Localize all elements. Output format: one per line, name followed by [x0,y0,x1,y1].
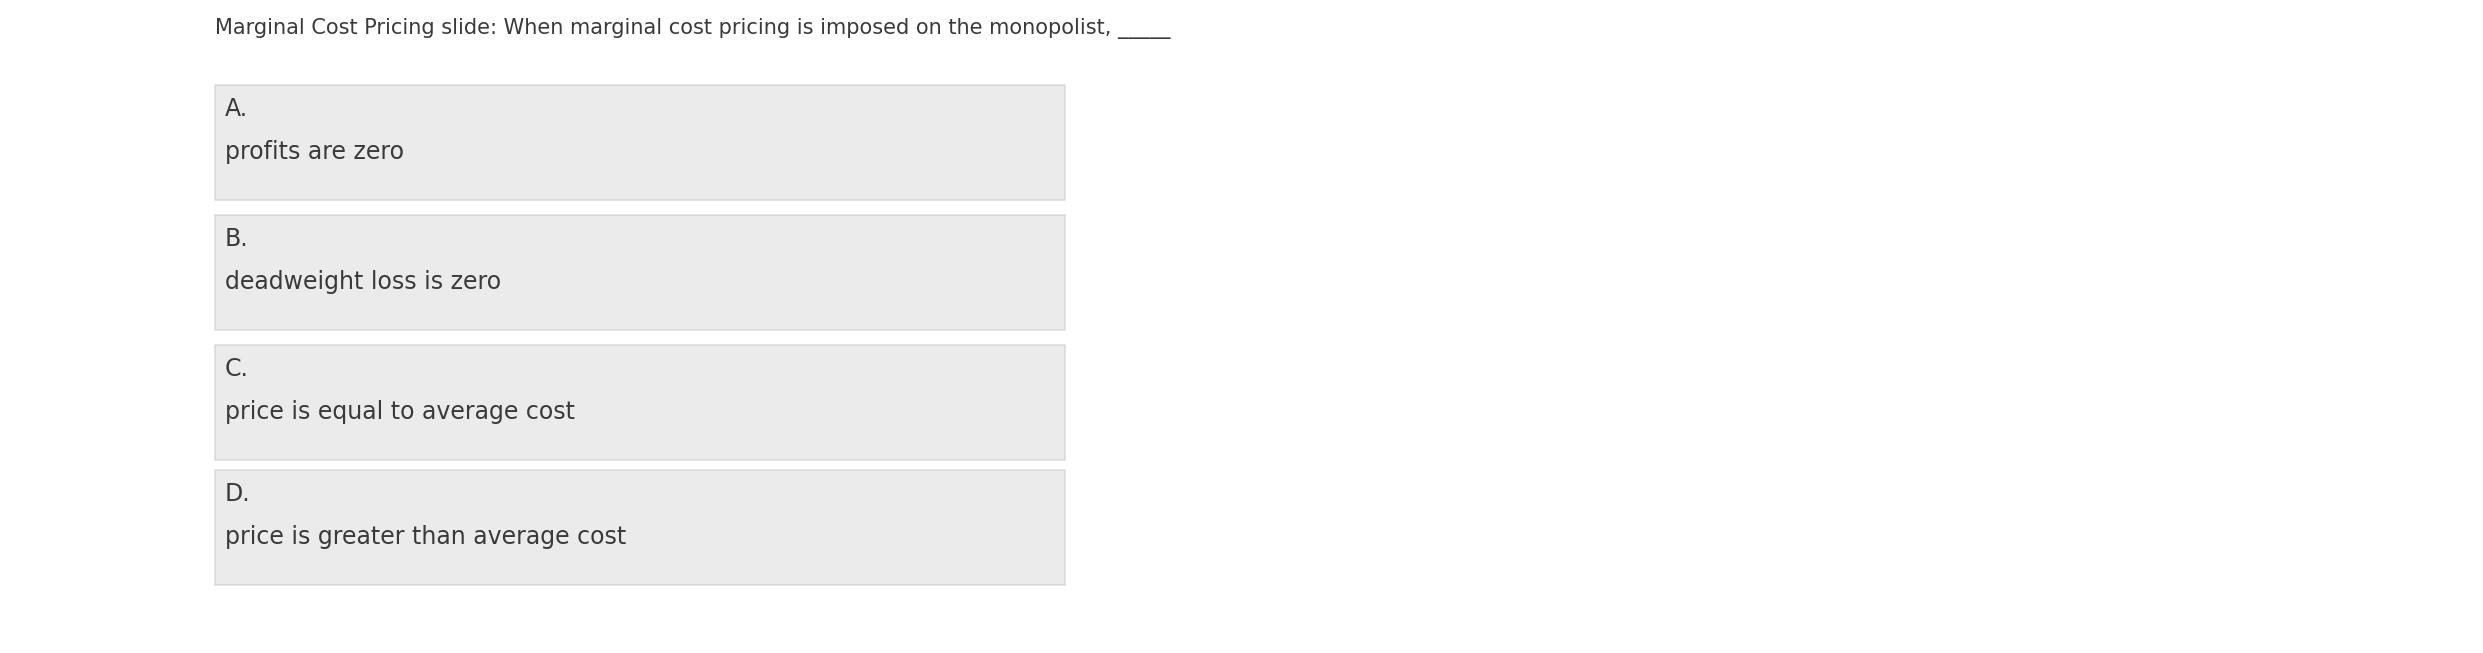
FancyBboxPatch shape [216,345,1065,460]
Text: Marginal Cost Pricing slide: When marginal cost pricing is imposed on the monopo: Marginal Cost Pricing slide: When margin… [216,18,1169,39]
FancyBboxPatch shape [216,470,1065,585]
Text: price is greater than average cost: price is greater than average cost [226,525,626,549]
Text: deadweight loss is zero: deadweight loss is zero [226,270,502,294]
Text: price is equal to average cost: price is equal to average cost [226,400,576,424]
Text: D.: D. [226,482,251,506]
FancyBboxPatch shape [216,215,1065,330]
Text: A.: A. [226,97,248,121]
Text: B.: B. [226,227,248,251]
Text: profits are zero: profits are zero [226,140,405,164]
FancyBboxPatch shape [216,85,1065,200]
Text: C.: C. [226,357,248,381]
